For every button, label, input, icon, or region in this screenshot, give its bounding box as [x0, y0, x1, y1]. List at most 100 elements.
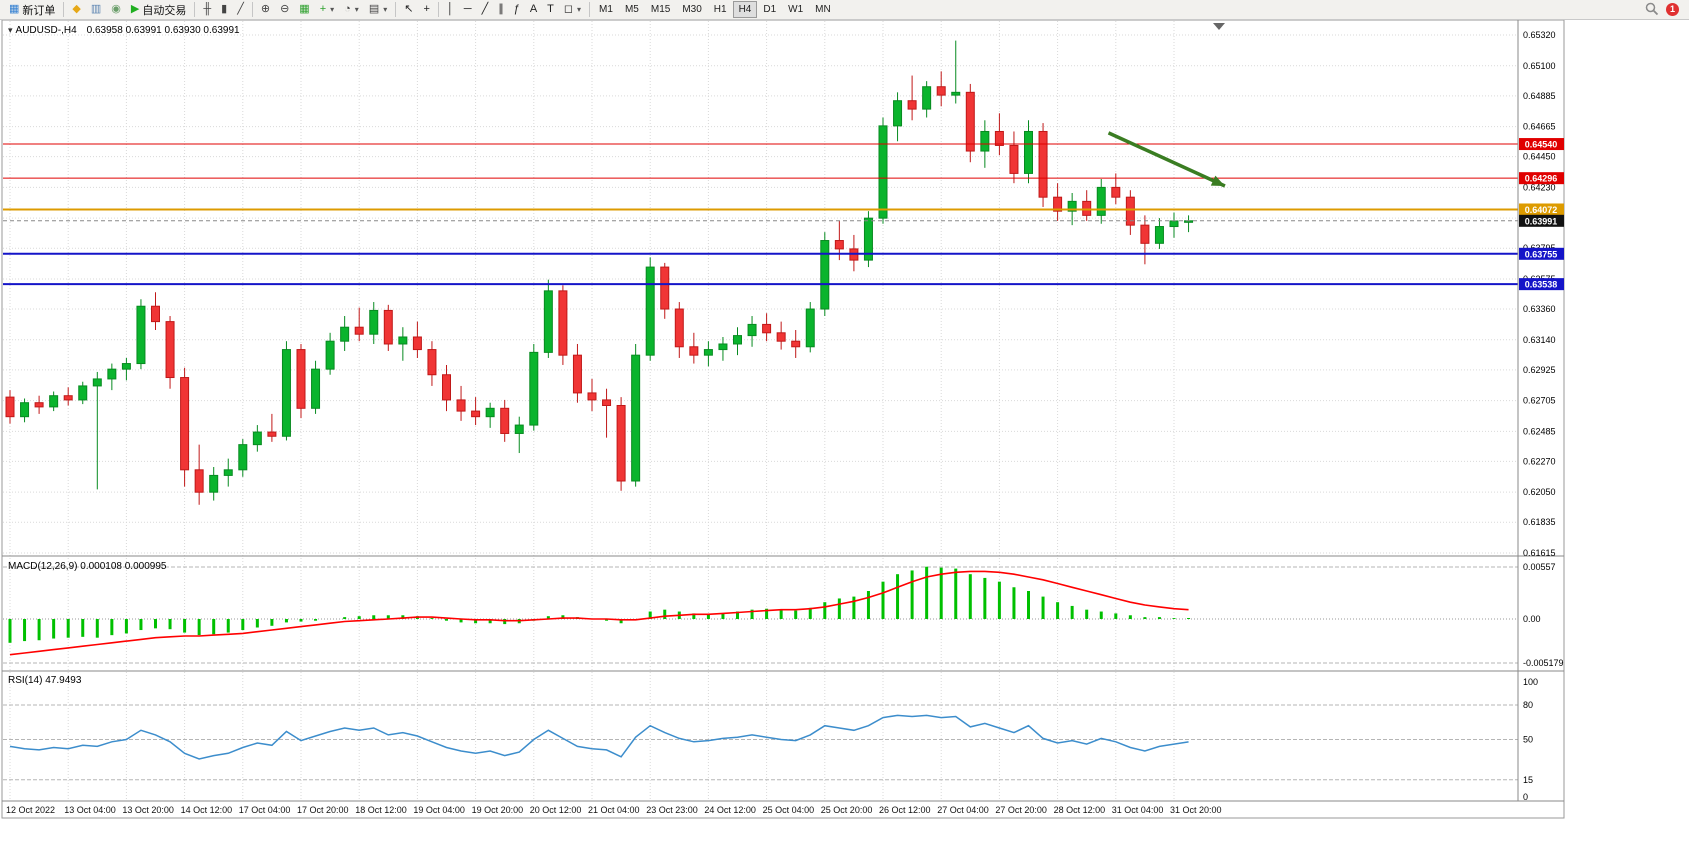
main-toolbar: ▦ 新订单 ◆ ▥ ◉ ▶ 自动交易 ╫ ▮ ╱ ⊕ ⊖ ▦ + ▾ ◔ ▾ ▤ ▾ ↖ + │ ─ ╱ ∥ ƒ A T ◻ ▾ M1 M5 M…: [0, 0, 1689, 20]
price-axis-label: 0.62485: [1523, 426, 1556, 436]
timeframe-mn-button[interactable]: MN: [809, 1, 837, 18]
candle-body: [1169, 220, 1179, 228]
rsi-line: [9, 714, 1189, 760]
new-order-button-label: 新订单: [22, 4, 56, 17]
market-watch-button[interactable]: ▥: [86, 1, 106, 18]
candle-body: [412, 336, 422, 351]
fibonacci-icon: ƒ: [513, 3, 520, 15]
template-icon: ▤: [368, 3, 380, 15]
notification-badge[interactable]: 1: [1666, 2, 1679, 16]
candlestick-chart-button[interactable]: ▮: [216, 1, 232, 18]
candle-body: [834, 240, 844, 250]
arrows-button[interactable]: ◻ ▾: [559, 1, 586, 18]
candle-body: [238, 444, 248, 471]
timeframe-m5-button[interactable]: M5: [619, 1, 645, 18]
tile-windows-button[interactable]: ▦: [294, 1, 314, 18]
zoom-out-button[interactable]: ⊖: [275, 1, 294, 18]
autotrade-play-icon: ▶: [130, 3, 140, 15]
chart-shift-marker[interactable]: [1213, 23, 1225, 30]
indicators-button[interactable]: + ▾: [315, 1, 339, 18]
market-watch-icon: ▥: [90, 3, 102, 15]
bar-chart-button[interactable]: ╫: [198, 1, 216, 18]
macd-axis-label: -0.005179: [1523, 658, 1564, 668]
horizontal-line-button[interactable]: ─: [459, 1, 477, 18]
candle-body: [78, 385, 88, 401]
data-window-button[interactable]: ◉: [106, 1, 126, 18]
candle-body: [281, 349, 291, 437]
timeframe-m15-button[interactable]: M15: [645, 1, 676, 18]
time-axis-label: 28 Oct 12:00: [1054, 805, 1106, 815]
data-window-icon: ◉: [111, 3, 121, 15]
new-order-button[interactable]: ▦ 新订单: [4, 1, 60, 18]
candle-body: [587, 392, 597, 401]
candle-body: [340, 326, 350, 342]
vertical-line-button[interactable]: │: [442, 1, 459, 18]
one-click-trading-toggle[interactable]: ▾: [8, 25, 13, 35]
timeframe-d1-button[interactable]: D1: [757, 1, 782, 18]
price-axis-label: 0.63360: [1523, 304, 1556, 314]
candle-body: [471, 410, 481, 418]
trendline-button[interactable]: ╱: [477, 1, 494, 18]
toolbar-separator: [395, 2, 397, 17]
alerts-button[interactable]: ◆: [67, 1, 85, 18]
candle-body: [660, 266, 670, 310]
timeframe-w1-button[interactable]: W1: [782, 1, 809, 18]
rsi-header: RSI(14) 47.9493: [8, 675, 82, 686]
line-chart-button[interactable]: ╱: [232, 1, 249, 18]
dropdown-arrow-icon[interactable]: ▾: [330, 5, 335, 14]
time-axis-label: 24 Oct 12:00: [704, 805, 756, 815]
search-icon[interactable]: [1645, 2, 1659, 16]
time-axis-label: 27 Oct 20:00: [995, 805, 1047, 815]
text-label-icon: T: [547, 3, 554, 15]
templates-button[interactable]: ▤ ▾: [364, 1, 392, 18]
dropdown-arrow-icon[interactable]: ▾: [354, 5, 359, 14]
text-button[interactable]: A: [525, 1, 542, 18]
candle-body: [747, 323, 757, 337]
candle-body: [543, 290, 553, 353]
price-tag: 0.63991: [1519, 214, 1564, 227]
crosshair-button[interactable]: +: [418, 1, 434, 18]
rsi-axis-label: 15: [1523, 775, 1533, 785]
timeframe-h1-button[interactable]: H1: [708, 1, 733, 18]
candle-body: [1053, 196, 1063, 212]
toolbar-separator: [437, 2, 439, 17]
time-axis-label: 14 Oct 12:00: [181, 805, 233, 815]
price-axis-label: 0.61835: [1523, 517, 1556, 527]
timeframe-m1-button[interactable]: M1: [593, 1, 619, 18]
periods-button[interactable]: ◔ ▾: [339, 1, 364, 18]
candle-body: [136, 305, 146, 365]
time-axis-label: 21 Oct 04:00: [588, 805, 640, 815]
dropdown-arrow-icon[interactable]: ▾: [383, 5, 388, 14]
candle-body: [1096, 186, 1106, 216]
text-label-button[interactable]: T: [542, 1, 559, 18]
svg-text:0.63538: 0.63538: [1525, 280, 1558, 290]
zoom-in-icon: ⊕: [260, 3, 271, 15]
price-tag: 0.63755: [1519, 247, 1564, 260]
candle-body: [1140, 224, 1150, 244]
trend-arrow[interactable]: [1107, 131, 1226, 188]
autotrading-button[interactable]: ▶ 自动交易: [126, 1, 191, 18]
fibonacci-button[interactable]: ƒ: [509, 1, 525, 18]
svg-text:0.63755: 0.63755: [1525, 249, 1558, 259]
timeframe-m30-button[interactable]: M30: [676, 1, 707, 18]
zoom-in-button[interactable]: ⊕: [256, 1, 275, 18]
candle-body: [936, 86, 946, 96]
candle-body: [63, 395, 73, 401]
price-axis-label: 0.62705: [1523, 396, 1556, 406]
toolbar-right: 1: [1645, 2, 1679, 16]
time-axis-label: 31 Oct 20:00: [1170, 805, 1222, 815]
time-axis-label: 25 Oct 04:00: [763, 805, 815, 815]
candle-body: [602, 399, 612, 406]
candle-body: [893, 100, 903, 127]
equidistant-channel-button[interactable]: ∥: [493, 1, 509, 18]
candle-body: [20, 402, 30, 418]
cursor-button[interactable]: ↖: [399, 1, 418, 18]
dropdown-arrow-icon[interactable]: ▾: [577, 5, 582, 14]
time-axis-label: 12 Oct 2022: [6, 805, 55, 815]
price-tag: 0.64296: [1519, 172, 1564, 185]
timeframe-h4-button[interactable]: H4: [732, 1, 758, 18]
svg-text:0.63991: 0.63991: [1525, 216, 1558, 226]
candle-body: [500, 407, 510, 434]
